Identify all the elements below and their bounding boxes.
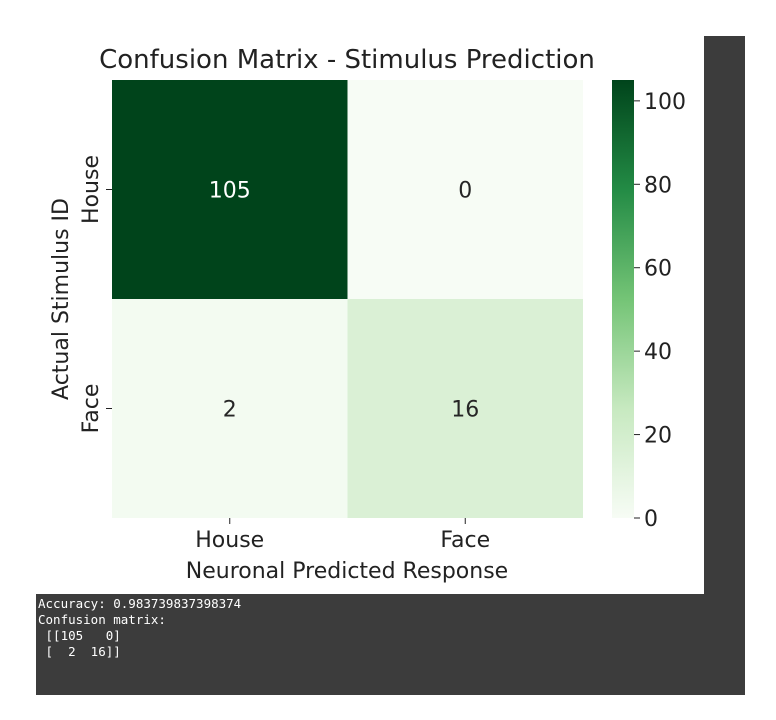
y-axis-label: Actual Stimulus ID	[49, 198, 74, 400]
colorbar-tick-label: 60	[644, 257, 672, 282]
y-tick-label: House	[79, 155, 104, 224]
colorbar-ticks: 0 20 40 60 80 100	[634, 90, 686, 532]
console-line-matrix-header: Confusion matrix:	[38, 612, 166, 627]
x-tick-label: House	[195, 528, 264, 553]
cell-value-label: 105	[209, 179, 251, 204]
cell-value-label: 0	[458, 179, 472, 204]
console-line-accuracy: Accuracy: 0.983739837398374	[38, 596, 242, 611]
y-tick-label: Face	[79, 384, 104, 434]
x-tick-label: Face	[440, 528, 490, 553]
colorbar-tick-label: 80	[644, 173, 672, 198]
dark-panel-edge	[704, 36, 745, 594]
colorbar	[612, 80, 634, 518]
heatmap-cell	[112, 80, 348, 299]
heatmap-cells: 105 0 2 16	[112, 80, 583, 518]
heatmap-cell	[347, 299, 583, 518]
console-line-matrix-row-1: [[105 0]	[38, 628, 121, 643]
cell-value-label: 16	[451, 398, 479, 423]
cell-value-label: 2	[223, 398, 237, 423]
y-axis-ticks: House Face	[79, 155, 112, 433]
x-axis-label: Neuronal Predicted Response	[186, 559, 508, 584]
colorbar-tick-label: 100	[644, 90, 686, 115]
heatmap-cell	[112, 299, 348, 518]
colorbar-tick-label: 40	[644, 340, 672, 365]
confusion-matrix-chart: Confusion Matrix - Stimulus Prediction 1…	[49, 45, 686, 584]
colorbar-tick-label: 20	[644, 424, 672, 449]
x-axis-ticks: House Face	[195, 518, 490, 553]
chart-title: Confusion Matrix - Stimulus Prediction	[99, 45, 595, 75]
colorbar-tick-label: 0	[644, 507, 658, 532]
console-line-matrix-row-2: [ 2 16]]	[38, 644, 121, 659]
heatmap-cell	[347, 80, 583, 299]
console-output: Accuracy: 0.983739837398374 Confusion ma…	[36, 594, 745, 695]
